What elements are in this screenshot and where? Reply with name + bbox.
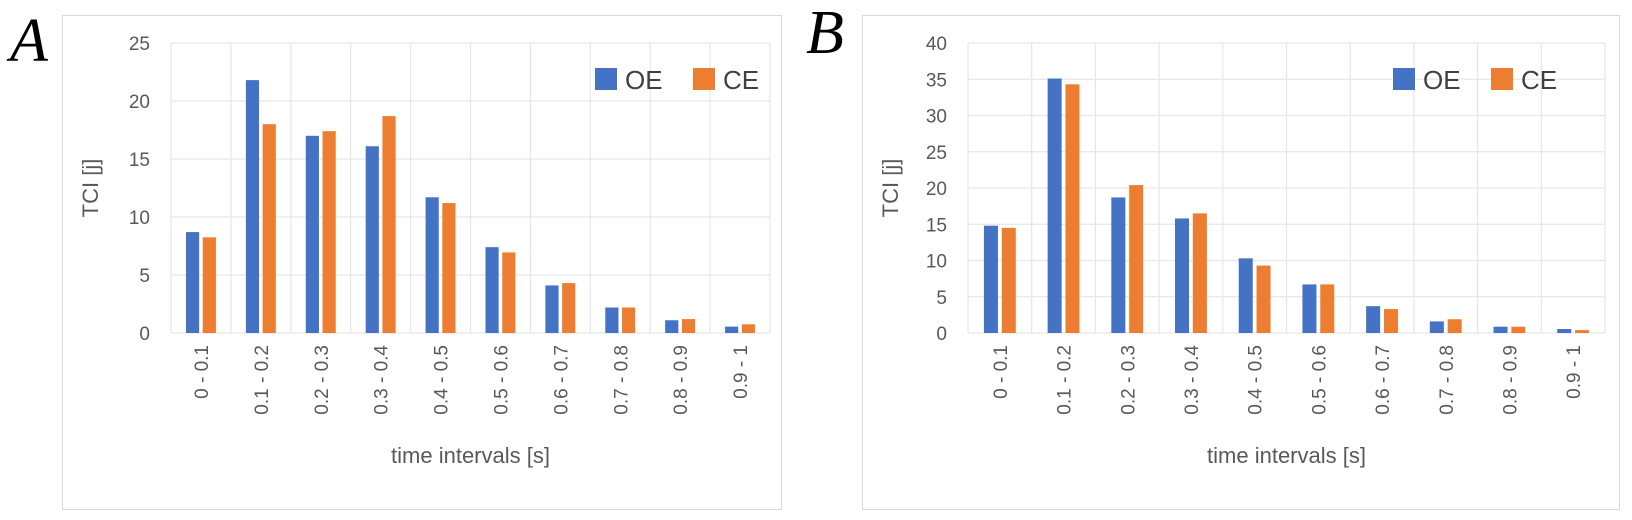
panel-b-ytick-label: 15 (926, 215, 947, 236)
panel-b-legend-swatch-oe (1393, 68, 1415, 90)
panel-b-bar-oe (1429, 321, 1444, 333)
panel-b-ytick-label: 25 (926, 143, 947, 164)
panel-a-legend-swatch-ce (693, 68, 715, 90)
panel-a-xtick-label: 0 - 0.1 (192, 345, 213, 399)
panel-a-y-axis-title: TCI [j] (78, 159, 103, 218)
panel-b-bar-ce (1129, 185, 1144, 333)
panel-b-xtick-label: 0.9 - 1 (1564, 345, 1585, 399)
panel-a-bar-ce (382, 116, 396, 333)
panel-b-ytick-label: 35 (926, 70, 947, 91)
panel-a-bar-oe (365, 146, 379, 333)
panel-a-xtick-label: 0.9 - 1 (731, 345, 752, 399)
panel-b-legend-swatch-ce (1491, 68, 1513, 90)
panel-a-legend-label-oe: OE (625, 65, 663, 95)
panel-b-bar-ce (1511, 326, 1526, 333)
panel-b-bar-oe (1175, 218, 1190, 333)
panel-b-xtick-label: 0.2 - 0.3 (1118, 345, 1139, 415)
panel-a-xtick-label: 0.4 - 0.5 (432, 345, 453, 415)
panel-a-bar-ce (262, 124, 276, 333)
panel-a-ytick-label: 5 (139, 266, 150, 287)
panel-a-letter: A (10, 7, 48, 75)
panel-b-bar-ce (1256, 265, 1271, 333)
panel-b-legend-label-ce: CE (1521, 65, 1557, 95)
panel-b-bar-ce (1001, 227, 1016, 333)
panel-b-xtick-label: 0.6 - 0.7 (1373, 345, 1394, 415)
panel-b-bar-oe (1238, 258, 1253, 333)
panel-a-bar-oe (245, 80, 260, 334)
panel-a-xtick-label: 0.1 - 0.2 (252, 345, 273, 415)
panel-a-ytick-label: 10 (129, 208, 150, 229)
panel-a-bar-oe (425, 197, 439, 333)
panel-a-xtick-label: 0.2 - 0.3 (312, 345, 333, 415)
panel-a-ytick-label: 0 (139, 324, 150, 345)
panel-b-ytick-label: 5 (936, 288, 947, 309)
panel-a-legend-label-ce: CE (723, 65, 759, 95)
panel-b-xtick-label: 0.4 - 0.5 (1246, 345, 1267, 415)
panel-b-bar-ce (1065, 84, 1080, 333)
panel-a-ytick-label: 20 (129, 92, 150, 113)
panel-b-y-axis-title: TCI [j] (878, 159, 903, 218)
panel-a-bar-oe (185, 232, 200, 333)
panel-a-bar-ce (562, 283, 576, 333)
panel-b-ytick-label: 10 (926, 252, 947, 273)
panel-a-frame (62, 15, 782, 510)
panel-b-ytick-label: 20 (926, 179, 947, 200)
panel-b-bar-oe (1047, 78, 1062, 334)
panel-a-legend-swatch-oe (595, 68, 617, 90)
panel-a-bar-ce (202, 237, 216, 333)
panel-a-bar-ce (442, 203, 456, 333)
panel-a-bar-oe (605, 307, 619, 333)
panel-b-bar-ce (1192, 213, 1207, 333)
panel-b-bar-ce (1320, 284, 1335, 333)
panel-a-bar-oe (725, 326, 739, 333)
panel-a-xtick-label: 0.3 - 0.4 (372, 345, 393, 415)
panel-a-xtick-label: 0.7 - 0.8 (611, 345, 632, 415)
panel-b-bar-oe (983, 225, 998, 333)
panel-b-ytick-label: 40 (926, 34, 947, 55)
panel-b-ytick-label: 0 (936, 324, 947, 345)
panel-b-xtick-label: 0.3 - 0.4 (1182, 345, 1203, 415)
panel-a-bar-oe (305, 135, 319, 333)
panel-b-bar-ce (1575, 330, 1590, 333)
panel-b-bar-ce (1447, 319, 1462, 333)
panel-a-bar-oe (665, 320, 679, 333)
panel-b-bar-ce (1383, 309, 1398, 333)
panel-b-xtick-label: 0.7 - 0.8 (1437, 345, 1458, 415)
panel-b-bar-oe (1493, 326, 1508, 333)
panel-a-bar-ce (322, 131, 336, 333)
panel-a-xtick-label: 0.8 - 0.9 (671, 345, 692, 415)
panel-b-xtick-label: 0.1 - 0.2 (1055, 345, 1076, 415)
panel-a-ytick-label: 15 (129, 150, 150, 171)
panel-b-legend-label-oe: OE (1423, 65, 1461, 95)
panel-a-bar-ce (681, 319, 696, 333)
panel-b-bar-oe (1111, 197, 1126, 333)
panel-a-bar-ce (502, 252, 516, 333)
panel-b-xtick-label: 0 - 0.1 (991, 345, 1012, 399)
panel-a-x-axis-title: time intervals [s] (391, 443, 550, 468)
panel-a-bar-oe (545, 285, 559, 333)
panel-a-bar-ce (622, 307, 636, 333)
panel-b-xtick-label: 0.8 - 0.9 (1500, 345, 1521, 415)
panel-a-ytick-label: 25 (129, 34, 150, 55)
panel-b-bar-oe (1366, 306, 1381, 333)
panel-b-bar-oe (1557, 329, 1572, 333)
panel-a-xtick-label: 0.6 - 0.7 (551, 345, 572, 415)
panel-b-x-axis-title: time intervals [s] (1207, 443, 1366, 468)
panel-b-xtick-label: 0.5 - 0.6 (1309, 345, 1330, 415)
panel-b-ytick-label: 30 (926, 107, 947, 128)
panel-b-letter: B (806, 0, 844, 67)
panel-b-bar-oe (1302, 284, 1317, 333)
panel-a-bar-oe (485, 247, 499, 333)
panel-a-bar-ce (741, 324, 756, 333)
panel-a-xtick-label: 0.5 - 0.6 (491, 345, 512, 415)
